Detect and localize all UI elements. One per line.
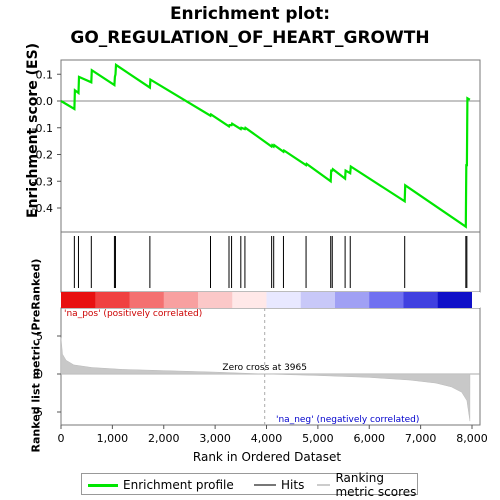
x-tick-label: 5,000 — [302, 432, 334, 445]
metric-tick-label: 0 — [36, 368, 43, 381]
x-tick-label: 3,000 — [199, 432, 231, 445]
legend-swatch-green — [88, 483, 118, 487]
metric-axis-label: Ranked list metric (PreRanked) — [29, 258, 43, 453]
heatmap-segment — [300, 292, 336, 308]
legend-item-enrichment: Enrichment profile — [88, 477, 234, 493]
es-tick-label: 0.1 — [36, 68, 54, 81]
pos-label: 'na_pos' (positively correlated) — [64, 309, 202, 319]
heatmap-segment — [198, 292, 233, 308]
x-tick-label: 4,000 — [251, 432, 283, 445]
metric-tick-label: 5 — [36, 330, 43, 343]
es-tick-label: -0.4 — [32, 202, 53, 215]
chart-title: Enrichment plot: — [169, 4, 331, 24]
es-tick-label: -0.3 — [32, 175, 53, 188]
ranking-metric-area — [60, 337, 471, 422]
heatmap-segment — [437, 292, 473, 308]
legend-label-enrichment: Enrichment profile — [123, 478, 234, 492]
metric-tick-label: -5 — [32, 406, 43, 419]
x-axis-label: Rank in Ordered Dataset — [192, 450, 342, 464]
metric-panel — [60, 307, 481, 426]
legend-item-metric: Ranking metric scores — [317, 471, 417, 499]
legend-swatch-gray — [254, 484, 276, 486]
es-axis-label: Enrichment score (ES) — [25, 42, 41, 218]
x-tick-label: 7,000 — [405, 432, 437, 445]
heatmap-segment — [335, 292, 370, 308]
legend-swatch-light — [317, 484, 331, 486]
x-tick-label: 0 — [58, 432, 65, 445]
enrichment-profile-line — [60, 62, 471, 229]
heatmap-segment — [95, 292, 130, 308]
heatmap-end — [472, 292, 480, 308]
neg-label: 'na_neg' (negatively correlated) — [276, 415, 419, 425]
heatmap-segment — [129, 292, 165, 308]
heatmap-segment — [403, 292, 439, 308]
heatmap-segment — [232, 292, 267, 308]
legend-label-metric: Ranking metric scores — [335, 471, 417, 499]
heatmap-segment — [163, 292, 199, 308]
legend-label-hits: Hits — [281, 478, 305, 492]
zero-cross-label: Zero cross at 3965 — [222, 363, 307, 373]
heatmap-segment — [61, 292, 96, 308]
es-tick-label: 0.0 — [36, 95, 54, 108]
es-tick-label: -0.1 — [32, 122, 53, 135]
x-tick-label: 8,000 — [456, 432, 488, 445]
es-tick-label: -0.2 — [32, 149, 53, 162]
heatmap-segment — [266, 292, 302, 308]
chart-subtitle: GO_REGULATION_OF_HEART_GROWTH — [70, 28, 430, 48]
x-tick-label: 1,000 — [97, 432, 129, 445]
legend: Enrichment profile Hits Ranking metric s… — [81, 471, 418, 499]
x-tick-label: 6,000 — [354, 432, 386, 445]
heatmap-segment — [369, 292, 404, 308]
x-tick-label: 2,000 — [148, 432, 180, 445]
hits-panel — [60, 231, 481, 293]
legend-item-hits: Hits — [254, 477, 304, 493]
